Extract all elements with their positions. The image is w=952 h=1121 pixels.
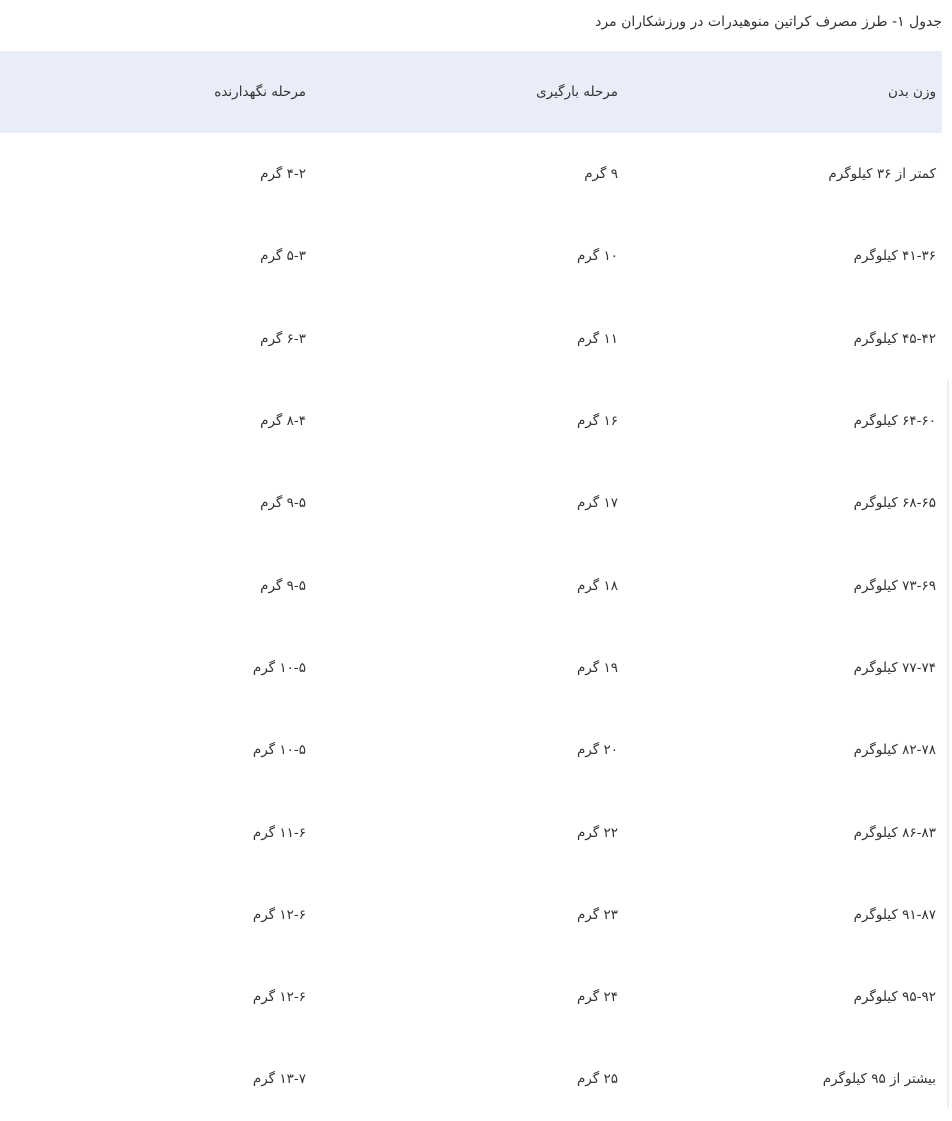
table-row: ۴۱-۳۶ کیلوگرم ۱۰ گرم ۵-۳ گرم	[0, 215, 942, 297]
cell-body-weight: بیشتر از ۹۵ کیلوگرم	[822, 1071, 936, 1088]
table-row: بیشتر از ۹۵ کیلوگرم ۲۵ گرم ۱۳-۷ گرم	[0, 1038, 942, 1120]
cell-body-weight: ۹۵-۹۲ کیلوگرم	[853, 989, 936, 1006]
cell-loading-phase: ۲۰ گرم	[576, 742, 618, 759]
cell-maintenance-phase: ۹-۵ گرم	[260, 495, 306, 512]
page-edge-divider	[947, 380, 949, 1108]
cell-loading-phase: ۲۲ گرم	[576, 824, 618, 841]
table-row: ۶۸-۶۵ کیلوگرم ۱۷ گرم ۹-۵ گرم	[0, 462, 942, 544]
cell-body-weight: ۸۶-۸۳ کیلوگرم	[853, 824, 936, 841]
cell-loading-phase: ۲۴ گرم	[576, 989, 618, 1006]
cell-loading-phase: ۲۵ گرم	[576, 1071, 618, 1088]
cell-maintenance-phase: ۸-۴ گرم	[260, 413, 306, 430]
table-header-row: وزن بدن مرحله بارگیری مرحله نگهدارنده	[0, 51, 942, 133]
creatine-dosage-table: وزن بدن مرحله بارگیری مرحله نگهدارنده کم…	[0, 51, 942, 1121]
cell-maintenance-phase: ۱۰-۵ گرم	[252, 659, 306, 676]
cell-maintenance-phase: ۴-۲ گرم	[260, 166, 306, 183]
cell-loading-phase: ۱۱ گرم	[576, 330, 618, 347]
header-maintenance-phase: مرحله نگهدارنده	[214, 84, 306, 100]
cell-loading-phase: ۹ گرم	[584, 166, 618, 183]
table-row: ۶۴-۶۰ کیلوگرم ۱۶ گرم ۸-۴ گرم	[0, 380, 942, 462]
cell-maintenance-phase: ۶-۳ گرم	[260, 330, 306, 347]
table-row: ۹۵-۹۲ کیلوگرم ۲۴ گرم ۱۲-۶ گرم	[0, 956, 942, 1038]
cell-loading-phase: ۱۰ گرم	[576, 248, 618, 265]
table-row: ۷۳-۶۹ کیلوگرم ۱۸ گرم ۹-۵ گرم	[0, 544, 942, 626]
cell-maintenance-phase: ۵-۳ گرم	[260, 248, 306, 265]
cell-loading-phase: ۱۶ گرم	[576, 413, 618, 430]
cell-maintenance-phase: ۱۰-۵ گرم	[252, 742, 306, 759]
cell-body-weight: ۷۷-۷۴ کیلوگرم	[853, 659, 936, 676]
cell-loading-phase: ۲۳ گرم	[576, 906, 618, 923]
cell-maintenance-phase: ۱۱-۶ گرم	[252, 824, 306, 841]
cell-body-weight: ۹۱-۸۷ کیلوگرم	[853, 906, 936, 923]
cell-loading-phase: ۱۹ گرم	[576, 659, 618, 676]
cell-maintenance-phase: ۱۲-۶ گرم	[252, 989, 306, 1006]
cell-loading-phase: ۱۷ گرم	[576, 495, 618, 512]
table-row: ۴۵-۴۲ کیلوگرم ۱۱ گرم ۶-۳ گرم	[0, 298, 942, 380]
cell-body-weight: ۶۴-۶۰ کیلوگرم	[853, 413, 936, 430]
table-row: ۸۲-۷۸ کیلوگرم ۲۰ گرم ۱۰-۵ گرم	[0, 709, 942, 791]
cell-body-weight: ۴۵-۴۲ کیلوگرم	[853, 330, 936, 347]
table-caption: جدول ۱- طرز مصرف کراتین منوهیدرات در ورز…	[595, 14, 942, 30]
cell-loading-phase: ۱۸ گرم	[576, 577, 618, 594]
cell-body-weight: کمتر از ۳۶ کیلوگرم	[828, 166, 936, 183]
cell-body-weight: ۸۲-۷۸ کیلوگرم	[853, 742, 936, 759]
cell-body-weight: ۴۱-۳۶ کیلوگرم	[853, 248, 936, 265]
table-row: ۸۶-۸۳ کیلوگرم ۲۲ گرم ۱۱-۶ گرم	[0, 791, 942, 873]
header-loading-phase: مرحله بارگیری	[536, 84, 618, 100]
cell-maintenance-phase: ۱۲-۶ گرم	[252, 906, 306, 923]
cell-maintenance-phase: ۱۳-۷ گرم	[252, 1071, 306, 1088]
cell-maintenance-phase: ۹-۵ گرم	[260, 577, 306, 594]
table-row: ۷۷-۷۴ کیلوگرم ۱۹ گرم ۱۰-۵ گرم	[0, 627, 942, 709]
cell-body-weight: ۷۳-۶۹ کیلوگرم	[853, 577, 936, 594]
table-row: کمتر از ۳۶ کیلوگرم ۹ گرم ۴-۲ گرم	[0, 133, 942, 215]
header-body-weight: وزن بدن	[887, 84, 936, 100]
table-row: ۹۱-۸۷ کیلوگرم ۲۳ گرم ۱۲-۶ گرم	[0, 874, 942, 956]
cell-body-weight: ۶۸-۶۵ کیلوگرم	[853, 495, 936, 512]
